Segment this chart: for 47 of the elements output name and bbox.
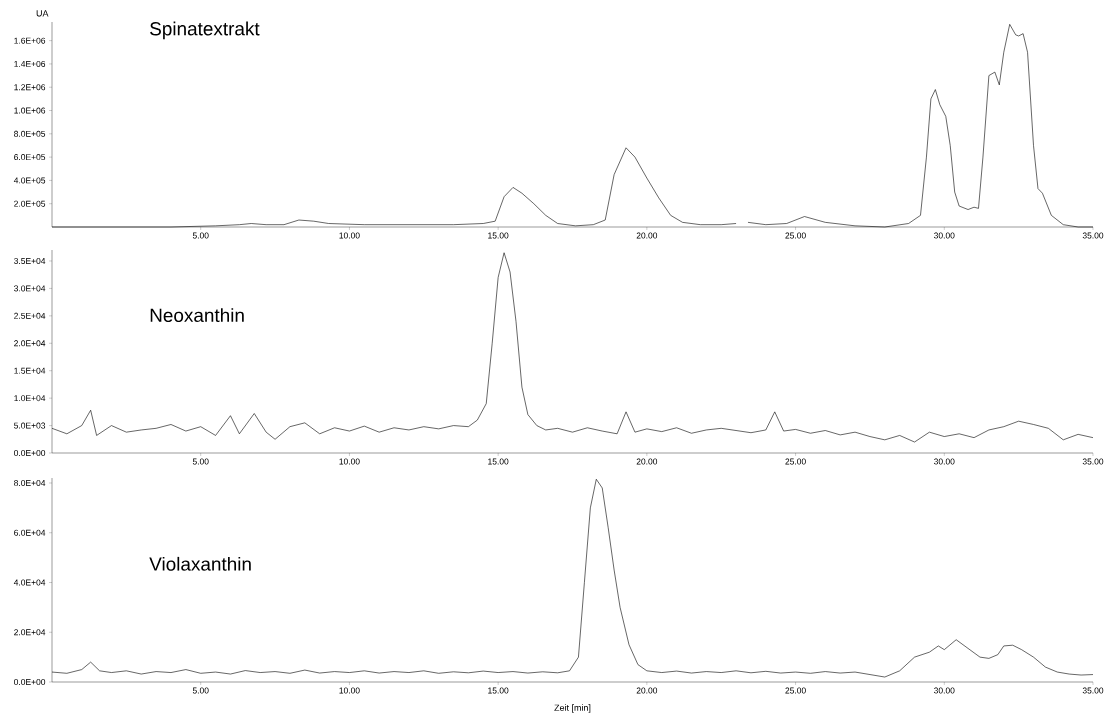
x-tick-label: 30.00 bbox=[934, 687, 955, 694]
x-tick-label: 25.00 bbox=[785, 458, 806, 465]
x-tick-label: 30.00 bbox=[934, 232, 955, 239]
x-tick-label: 10.00 bbox=[339, 458, 360, 465]
y-tick-label: 4.0E+05 bbox=[13, 177, 46, 184]
x-tick-label: 20.00 bbox=[636, 232, 658, 239]
y-tick-label: 8.0E+05 bbox=[14, 130, 46, 137]
x-tick-label: 20.00 bbox=[636, 687, 658, 694]
x-tick-label: 35.00 bbox=[1082, 232, 1104, 239]
x-tick-label: 5.00 bbox=[192, 232, 209, 239]
y-tick-label: 0.0E+00 bbox=[14, 679, 46, 685]
y-tick-label: 3.0E+04 bbox=[14, 285, 46, 292]
y-tick-label: 2.0E+04 bbox=[14, 340, 46, 347]
x-tick-label: 25.00 bbox=[785, 232, 806, 239]
x-tick-label: 30.00 bbox=[934, 458, 955, 465]
chart-title: Spinatextrakt bbox=[150, 21, 260, 40]
y-tick-label: 6.0E+04 bbox=[14, 529, 46, 536]
y-tick-label: 2.5E+04 bbox=[14, 312, 46, 319]
x-tick-label: 15.00 bbox=[488, 232, 509, 239]
x-tick-label: 10.00 bbox=[339, 687, 360, 694]
y-tick-label: 4.0E+04 bbox=[13, 579, 46, 586]
y-tick-label: 5.0E+03 bbox=[14, 422, 46, 429]
y-tick-label: 6.0E+05 bbox=[14, 154, 46, 161]
y-tick-label: 1.0E+04 bbox=[14, 395, 46, 402]
text: Neoxanthin bbox=[150, 308, 244, 323]
y-tick-label: 0.0E+00 bbox=[14, 450, 46, 456]
y-tick-label: 2.0E+05 bbox=[14, 200, 46, 207]
y-tick-label: 2.0E+04 bbox=[14, 629, 46, 636]
y-tick-label: 1.2E+06 bbox=[14, 84, 46, 91]
x-tick-label: 20.00 bbox=[636, 458, 658, 465]
x-tick-label: 5.00 bbox=[192, 687, 209, 694]
x-axis-title: Zeit [min] bbox=[554, 704, 591, 713]
x-tick-label: 10.00 bbox=[339, 232, 360, 239]
x-tick-label: 35.00 bbox=[1082, 687, 1104, 694]
x-tick-label: 25.00 bbox=[785, 687, 806, 694]
y-tick-label: 1.6E+06 bbox=[14, 37, 46, 44]
y-tick-label: 8.0E+04 bbox=[14, 479, 46, 486]
y-tick-label: 1.5E+04 bbox=[14, 367, 46, 374]
x-tick-label: 15.00 bbox=[488, 458, 509, 465]
y-tick-label: 3.5E+04 bbox=[14, 257, 46, 264]
x-tick-label: 15.00 bbox=[488, 687, 509, 694]
y-axis-title: UA bbox=[36, 10, 49, 17]
y-tick-label: 1.4E+06 bbox=[14, 60, 46, 67]
x-tick-label: 5.00 bbox=[192, 458, 209, 465]
y-tick-label: 1.0E+06 bbox=[14, 107, 46, 114]
x-tick-label: 35.00 bbox=[1082, 458, 1104, 465]
text: Violaxanthin bbox=[149, 556, 251, 571]
